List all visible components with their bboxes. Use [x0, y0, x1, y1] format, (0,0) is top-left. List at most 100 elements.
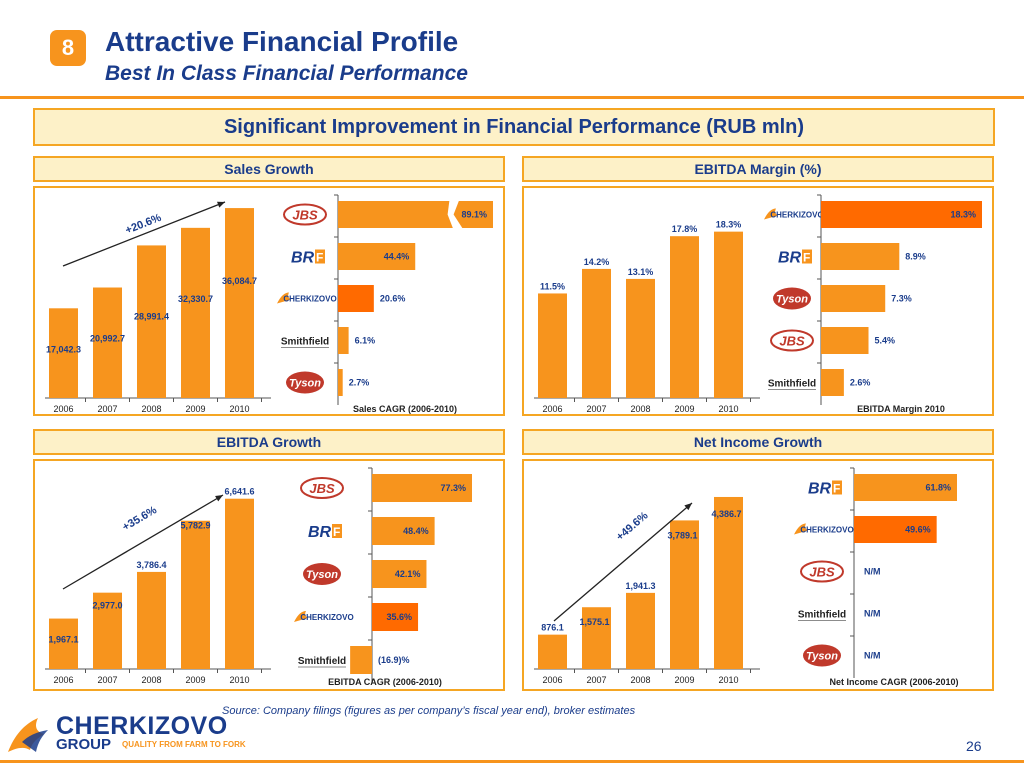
- ebitda-cagr-value-label-cherkizovo: 35.6%: [387, 612, 413, 622]
- company-logo-sales-cagr-2: CHERKIZOVO: [277, 292, 337, 304]
- margin-value-label-2010: 18.3%: [716, 220, 742, 230]
- sales-value-label-2008: 28,991.4: [134, 311, 169, 321]
- ebitda-value-label-2007: 2,977.0: [92, 601, 122, 611]
- sales-trend-arrow-head: [217, 201, 225, 208]
- netincome-year-tick-2009: 2009: [674, 675, 694, 685]
- ebitda-value-label-2008: 3,786.4: [136, 560, 166, 570]
- svg-text:Smithfield: Smithfield: [798, 610, 846, 621]
- company-logo-ebitda-cagr-0: JBS: [300, 477, 344, 499]
- ebitda-cagr-bar-tyson: [372, 560, 427, 588]
- ebitda-value-label-2009: 5,782.9: [180, 521, 210, 531]
- svg-text:BR: BR: [308, 524, 332, 541]
- company-logo-margin-2010-0: CHERKIZOVO: [764, 208, 824, 220]
- net-income-growth-chart: 876.1 2006 1,575.1 2007 1,941.3 2008 3,789.1 20…: [534, 467, 959, 687]
- svg-text:F: F: [803, 251, 810, 265]
- ebitda-year-tick-2007: 2007: [97, 675, 117, 685]
- svg-text:JBS: JBS: [779, 334, 805, 349]
- sales-cagr-value-label-smithfield: 6.1%: [355, 336, 376, 346]
- netincome-bar-2007: [582, 607, 611, 669]
- company-logo-sales-cagr-4: Tyson: [286, 371, 324, 394]
- svg-text:F: F: [316, 251, 323, 265]
- company-logo-ebitda-cagr-4: Smithfield: [298, 656, 346, 668]
- net-income-growth-panel: 876.1 2006 1,575.1 2007 1,941.3 2008 3,789.1 20…: [522, 459, 994, 691]
- sales-cagr-bar-tyson: [338, 369, 343, 396]
- netincome-value-label-2007: 1,575.1: [579, 617, 609, 627]
- sales-cagr-x-axis-label: Sales CAGR (2006-2010): [353, 404, 457, 414]
- margin-2010-value-label-jbs: 5.4%: [875, 336, 896, 346]
- margin-value-label-2008: 13.1%: [628, 267, 654, 277]
- margin-value-label-2006: 11.5%: [540, 281, 565, 291]
- ebitda-trend-arrow-head: [215, 495, 223, 502]
- margin-bar-2010: [714, 231, 743, 398]
- svg-text:Smithfield: Smithfield: [298, 656, 346, 667]
- ebitda-margin-chart: 11.5% 2006 14.2% 2007 13.1% 2008 17.8% 2009 18.3…: [534, 194, 982, 414]
- sales-cagr-value-label-tyson: 2.7%: [349, 378, 370, 388]
- svg-text:Tyson: Tyson: [806, 651, 838, 663]
- netincome-cagr-label: +49.6%: [614, 510, 651, 544]
- margin-year-tick-2006: 2006: [542, 404, 562, 414]
- netincome-value-label-2010: 4,386.7: [711, 509, 741, 519]
- margin-2010-value-label-tyson: 7.3%: [891, 294, 912, 304]
- ebitda-value-label-2010: 6,641.6: [224, 487, 254, 497]
- company-logo-icon: [8, 718, 48, 752]
- netincome-bar-2009: [670, 520, 699, 669]
- ebitda-bar-2007: [93, 592, 122, 669]
- sales-year-tick-2007: 2007: [97, 404, 117, 414]
- slide-title: Attractive Financial Profile: [105, 26, 459, 57]
- ebitda-margin-panel: 11.5% 2006 14.2% 2007 13.1% 2008 17.8% 2009 18.3…: [522, 186, 994, 416]
- company-logo-ebitda-cagr-2: Tyson: [303, 563, 341, 585]
- netincome-value-label-2008: 1,941.3: [625, 581, 655, 591]
- margin-2010-bar-tyson: [821, 285, 886, 312]
- sales-year-tick-2009: 2009: [185, 404, 205, 414]
- sales-year-tick-2010: 2010: [229, 404, 249, 414]
- svg-text:CHERKIZOVO: CHERKIZOVO: [283, 295, 336, 304]
- sales-cagr-bar-smithfield: [338, 327, 349, 354]
- sales-cagr-label: +20.6%: [124, 212, 164, 237]
- net-income-growth-title: Net Income Growth: [522, 429, 994, 455]
- page-number: 26: [966, 738, 982, 754]
- svg-text:F: F: [833, 482, 840, 496]
- margin-2010-x-axis-label: EBITDA Margin 2010: [857, 404, 945, 414]
- netincome-trend-arrow-line: [553, 502, 693, 622]
- margin-2010-bar-brf: [821, 243, 900, 270]
- sales-trend-arrow-line: [62, 201, 226, 267]
- ebitda-cagr-value-label-jbs: 77.3%: [440, 483, 466, 493]
- svg-text:CHERKIZOVO: CHERKIZOVO: [800, 526, 853, 535]
- ebitda-cagr-bar-jbs: [372, 474, 472, 502]
- sales-value-label-2006: 17,042.3: [46, 344, 81, 354]
- company-logo-sales-cagr-1: BR F: [291, 249, 325, 267]
- margin-2010-bar-smithfield: [821, 369, 844, 396]
- company-logo-ebitda-cagr-1: BR F: [308, 524, 342, 541]
- sales-value-label-2007: 20,992.7: [90, 334, 125, 344]
- margin-year-tick-2010: 2010: [718, 404, 738, 414]
- netincome-year-tick-2006: 2006: [542, 675, 562, 685]
- company-logo-margin-2010-2: Tyson: [773, 287, 811, 310]
- netincome-cagr-value-label-smithfield: N/M: [864, 609, 881, 619]
- company-logo-ebitda-cagr-3: CHERKIZOVO: [294, 611, 354, 622]
- company-logo-netincome-cagr-2: JBS: [800, 560, 844, 583]
- sales-cagr-value-label-cherkizovo: 20.6%: [380, 294, 406, 304]
- margin-2010-value-label-brf: 8.9%: [905, 252, 926, 262]
- main-banner: Significant Improvement in Financial Per…: [33, 108, 995, 146]
- svg-text:JBS: JBS: [809, 565, 835, 580]
- sales-cagr-value-label-jbs: 89.1%: [461, 210, 487, 220]
- ebitda-cagr-bar-smithfield: [350, 646, 372, 674]
- svg-text:BR: BR: [291, 250, 315, 267]
- header-divider: [0, 96, 1024, 99]
- sales-value-label-2010: 36,084.7: [222, 276, 257, 286]
- ebitda-cagr-bar-cherkizovo: [372, 603, 419, 631]
- svg-text:Smithfield: Smithfield: [281, 337, 329, 348]
- company-logo-netincome-cagr-1: CHERKIZOVO: [794, 523, 854, 535]
- margin-value-label-2009: 17.8%: [672, 224, 698, 234]
- slide-subtitle: Best In Class Financial Performance: [105, 62, 468, 85]
- sales-growth-title: Sales Growth: [33, 156, 505, 182]
- netincome-cagr-x-axis-label: Net Income CAGR (2006-2010): [829, 677, 958, 687]
- ebitda-value-label-2006: 1,967.1: [48, 635, 78, 645]
- logo-wordmark: CHERKIZOVO: [56, 712, 228, 740]
- netincome-value-label-2009: 3,789.1: [667, 530, 697, 540]
- sales-cagr-bar-jbs: [338, 201, 493, 228]
- slide-number-badge: 8: [50, 30, 86, 66]
- ebitda-growth-chart: 1,967.1 2006 2,977.0 2007 3,786.4 2008 5,782.9…: [45, 467, 472, 687]
- company-logo-netincome-cagr-0: BR F: [808, 480, 842, 498]
- sales-bar-2010: [225, 208, 254, 398]
